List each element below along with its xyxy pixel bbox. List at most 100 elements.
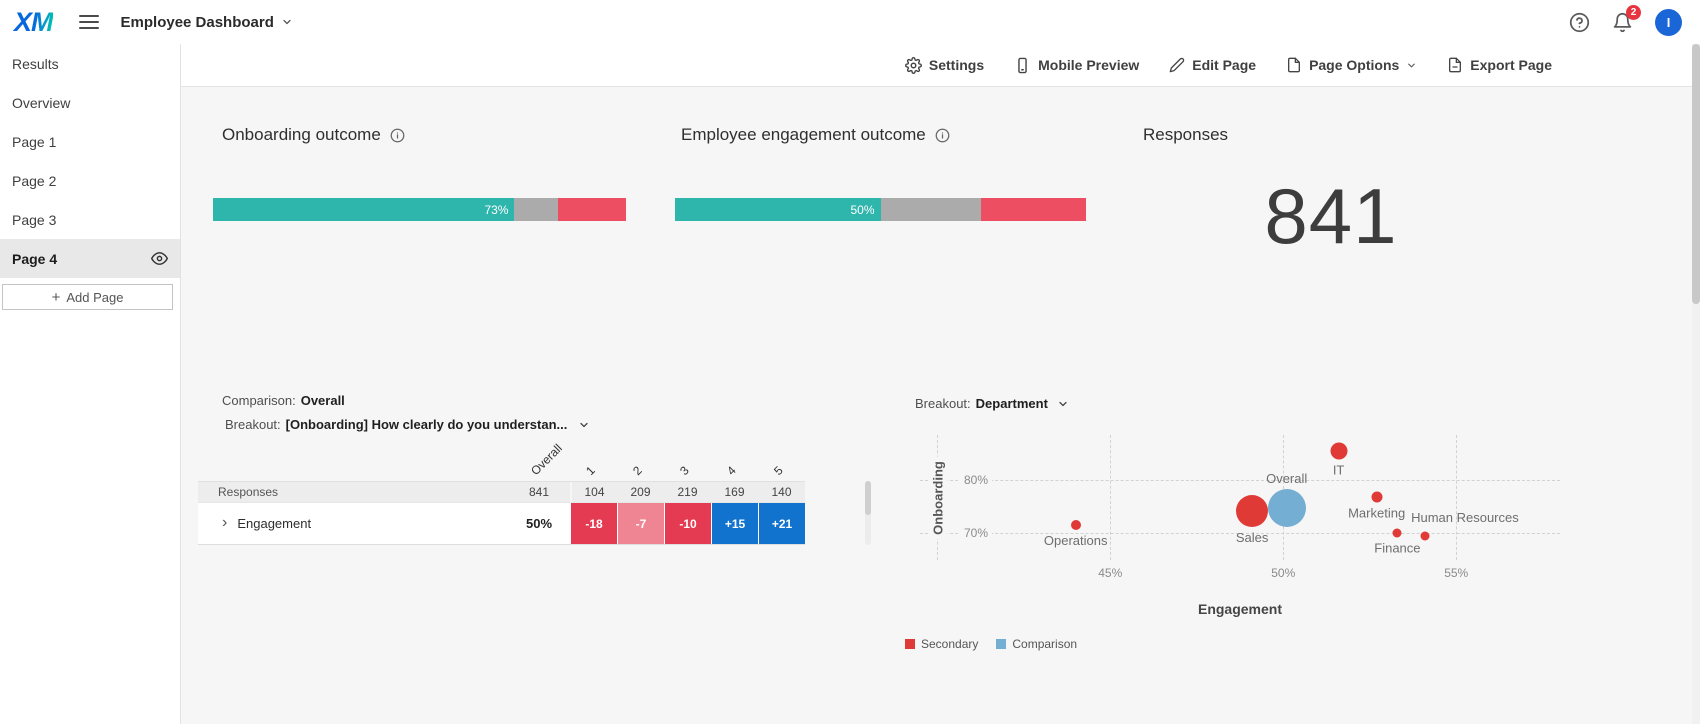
gridline-horizontal <box>920 480 1560 482</box>
x-tick-label: 45% <box>1098 566 1123 580</box>
breakout-label: Breakout: <box>915 396 971 411</box>
delta-cell[interactable]: +21 <box>758 503 805 544</box>
column-header: 3 <box>676 463 692 478</box>
row-label: Engagement <box>237 516 312 531</box>
responses-value: 140 <box>758 482 805 502</box>
y-axis-label: Onboarding <box>928 456 948 539</box>
x-tick-label: 55% <box>1444 566 1469 580</box>
engagement-overall-value: 50% <box>525 516 553 531</box>
delta-cell[interactable]: -18 <box>570 503 617 544</box>
page-toolbar: Settings Mobile Preview Edit Page Page O… <box>181 44 1700 87</box>
add-page-button[interactable]: + Add Page <box>2 284 173 310</box>
info-icon[interactable] <box>935 128 950 143</box>
sidebar-item-results[interactable]: Results <box>0 44 180 83</box>
engagement-widget-title: Employee engagement outcome <box>681 125 950 145</box>
column-header: 5 <box>770 463 786 478</box>
page-options-button[interactable]: Page Options <box>1286 57 1417 73</box>
settings-label: Settings <box>928 57 985 73</box>
bubble-human-resources[interactable] <box>1420 531 1430 541</box>
sidebar-item-page2[interactable]: Page 2 <box>0 161 180 200</box>
dashboard-canvas: Onboarding outcome 73% Employee engageme… <box>181 87 1700 724</box>
settings-button[interactable]: Settings <box>904 56 985 74</box>
scrollbar-thumb[interactable] <box>1692 44 1700 304</box>
table-row-engagement: › Engagement 50% -18 -7 -10 +15 +21 <box>198 503 805 545</box>
mobile-preview-button[interactable]: Mobile Preview <box>1014 57 1139 74</box>
top-bar: XM Employee Dashboard 2 I <box>0 0 1700 44</box>
responses-widget-title: Responses <box>1143 125 1228 145</box>
sidebar-item-label: Page 3 <box>12 211 57 228</box>
user-avatar[interactable]: I <box>1655 8 1682 36</box>
plus-icon: + <box>51 288 61 306</box>
legend-label: Comparison <box>1012 637 1078 651</box>
engagement-stacked-bar: 50% <box>675 198 1086 221</box>
sidebar-item-page3[interactable]: Page 3 <box>0 200 180 239</box>
help-icon <box>1569 12 1590 32</box>
bubble-sales[interactable] <box>1236 495 1269 528</box>
sidebar-item-page1[interactable]: Page 1 <box>0 122 180 161</box>
bar-segment-favorable: 50% <box>675 198 881 221</box>
widget-title-text: Responses <box>1143 125 1229 144</box>
delta-cell[interactable]: -7 <box>617 503 664 544</box>
bubble-plot: Onboarding 80% 70% 45% 50% 55% Operations Sale… <box>920 435 1560 580</box>
legend-item-comparison[interactable]: Comparison <box>996 637 1077 651</box>
column-header: 1 <box>582 463 598 478</box>
delta-cell[interactable]: +15 <box>711 503 758 544</box>
chevron-down-icon <box>1408 63 1416 67</box>
delta-cell[interactable]: -10 <box>664 503 711 544</box>
gridline-vertical <box>1110 435 1112 560</box>
widget-title-text: Onboarding outcome <box>222 125 381 144</box>
breakout-selector[interactable]: Breakout: [Onboarding] How clearly do yo… <box>225 417 590 432</box>
export-icon <box>1449 57 1462 73</box>
bubble-breakout-selector[interactable]: Breakout: Department <box>915 396 1069 411</box>
vertical-scrollbar[interactable] <box>1692 44 1700 724</box>
add-page-label: Add Page <box>66 289 124 305</box>
sidebar-item-overview[interactable]: Overview <box>0 83 180 122</box>
hamburger-menu-icon[interactable] <box>78 11 99 33</box>
breakout-label: Breakout: <box>225 417 281 432</box>
expand-chevron-icon[interactable]: › <box>222 513 228 531</box>
chevron-down-icon <box>283 19 291 25</box>
edit-page-label: Edit Page <box>1192 57 1257 73</box>
bubble-finance[interactable] <box>1392 528 1402 538</box>
responses-value: 209 <box>617 482 664 502</box>
gear-icon <box>904 56 922 74</box>
notifications-button[interactable]: 2 <box>1612 4 1641 33</box>
bubble-label: Sales <box>1235 530 1269 546</box>
column-header: 4 <box>723 463 739 478</box>
bar-segment-neutral <box>880 198 982 221</box>
row-label: Responses <box>198 482 508 502</box>
help-button[interactable] <box>1569 12 1590 33</box>
bubble-it[interactable] <box>1330 442 1348 460</box>
responses-value: 104 <box>570 482 617 502</box>
sidebar-item-page4[interactable]: Page 4 <box>0 239 180 278</box>
bubble-overall[interactable] <box>1267 488 1306 527</box>
bubble-label: Marketing <box>1348 505 1406 521</box>
responses-value: 841 <box>508 482 570 502</box>
table-scrollbar[interactable] <box>865 481 871 545</box>
info-icon[interactable] <box>390 128 405 143</box>
page-icon <box>1288 57 1301 73</box>
dashboard-title-dropdown[interactable]: Employee Dashboard <box>121 14 293 31</box>
export-page-button[interactable]: Export Page <box>1447 57 1552 73</box>
y-tick-label: 80% <box>960 472 993 489</box>
responses-value: 169 <box>711 482 758 502</box>
xm-logo[interactable]: XM <box>14 7 53 38</box>
bubble-label: Overall <box>1266 470 1308 486</box>
comparison-selector[interactable]: Comparison: Overall <box>222 393 345 408</box>
comparison-table: Overall 1 2 3 4 5 Responses 841 104 209 … <box>198 435 805 545</box>
sidebar-item-label: Page 4 <box>12 250 58 267</box>
breakout-value: Department <box>975 396 1048 411</box>
y-tick-label: 70% <box>960 525 993 542</box>
mobile-preview-label: Mobile Preview <box>1038 57 1140 73</box>
x-axis-label: Engagement <box>1197 601 1282 617</box>
bubble-marketing[interactable] <box>1371 491 1383 503</box>
page-options-label: Page Options <box>1309 57 1400 73</box>
chevron-down-icon <box>580 422 588 427</box>
bubble-operations[interactable] <box>1070 519 1081 530</box>
logo-m: M <box>31 6 53 37</box>
table-row-responses: Responses 841 104 209 219 169 140 <box>198 481 805 503</box>
bar-segment-unfavorable <box>557 198 626 221</box>
legend-item-secondary[interactable]: Secondary <box>905 637 978 651</box>
eye-icon[interactable] <box>151 250 168 267</box>
edit-page-button[interactable]: Edit Page <box>1169 57 1256 73</box>
